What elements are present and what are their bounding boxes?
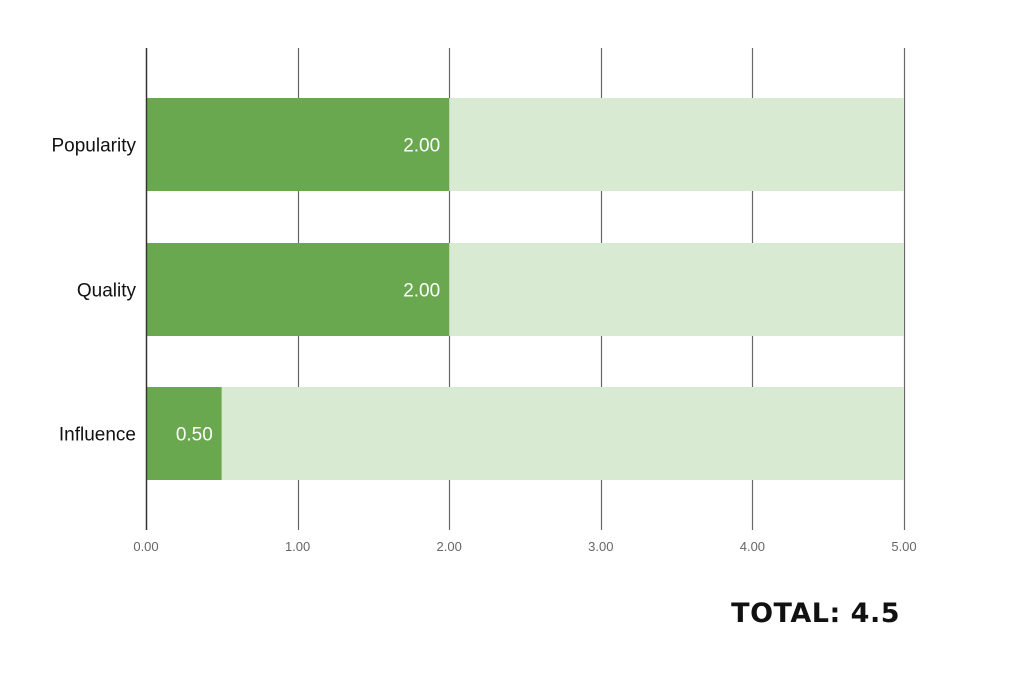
bar-remainder-influence	[221, 387, 905, 480]
value-label-influence: 0.50	[176, 425, 213, 446]
category-label-popularity: Popularity	[52, 136, 137, 157]
bar-score-quality	[146, 243, 450, 336]
x-tick-label-1: 1.00	[285, 539, 310, 554]
x-tick-label-4: 4.00	[740, 539, 765, 554]
x-tick-label-2: 2.00	[437, 539, 462, 554]
category-label-quality: Quality	[77, 281, 137, 302]
x-tick-label-3: 3.00	[588, 539, 613, 554]
bar-score-influence	[146, 387, 222, 480]
category-label-influence: Influence	[59, 425, 136, 446]
bar-remainder-popularity	[449, 98, 904, 191]
bar-score-popularity	[146, 98, 450, 191]
value-label-quality: 2.00	[403, 281, 440, 302]
total-score: TOTAL: 4.5	[731, 598, 900, 629]
x-tick-label-5: 5.00	[891, 539, 916, 554]
bar-remainder-quality	[449, 243, 904, 336]
value-label-popularity: 2.00	[403, 136, 440, 157]
x-tick-label-0: 0.00	[133, 539, 158, 554]
